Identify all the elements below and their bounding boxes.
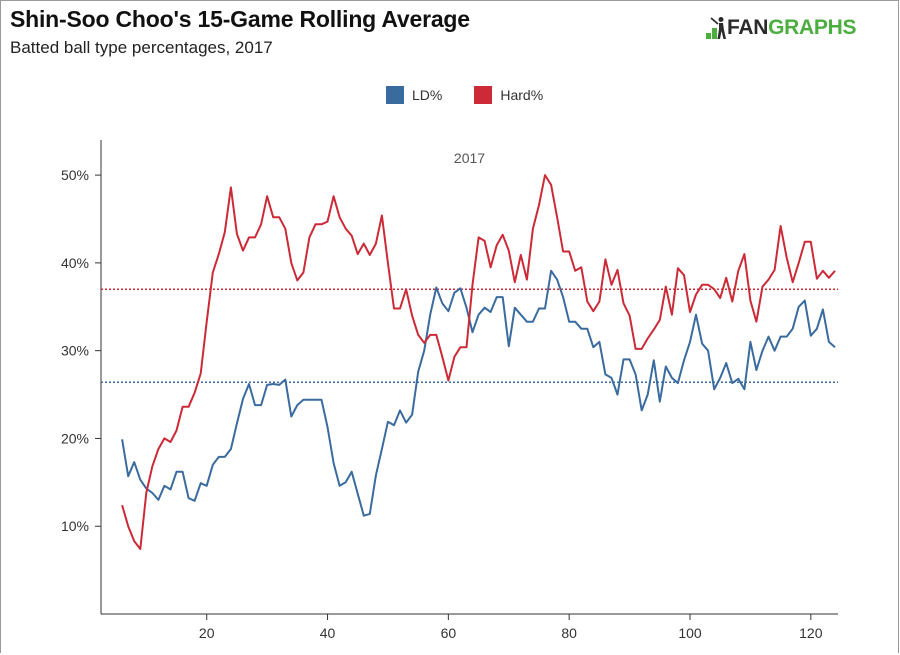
series-line-hard <box>121 174 836 550</box>
logo-text-graphs: GRAPHS <box>768 16 857 39</box>
x-tick-label: 80 <box>561 625 577 641</box>
x-tick-label: 60 <box>441 625 457 641</box>
legend-swatch-hard <box>474 86 493 104</box>
y-tick-label: 10% <box>61 518 89 534</box>
legend-item-ld: LD% <box>386 86 442 104</box>
x-tick-label: 100 <box>678 625 702 641</box>
chart-series <box>121 174 836 550</box>
x-tick-label: 40 <box>320 625 336 641</box>
chart-legend: LD% Hard% <box>386 86 575 104</box>
fangraphs-logo: FAN GRAPHS <box>705 14 856 42</box>
chart-axes: 10% 20% 30% 40% 50% 20 40 60 80 100 120 2017 <box>61 140 838 641</box>
y-tick-label: 20% <box>61 430 89 446</box>
series-line-ld <box>121 269 836 517</box>
reference-lines <box>101 288 838 384</box>
facet-label: 2017 <box>454 150 485 166</box>
x-tick-label: 120 <box>799 625 823 641</box>
legend-label-ld: LD% <box>412 87 443 103</box>
y-tick-label: 40% <box>61 255 89 271</box>
legend-label-hard: Hard% <box>500 87 544 103</box>
y-tick-label: 50% <box>61 167 89 183</box>
legend-swatch-ld <box>386 86 404 104</box>
legend-item-hard: Hard% <box>474 86 543 104</box>
x-tick-label: 20 <box>199 625 215 641</box>
chart-title: Shin-Soo Choo's 15-Game Rolling Average <box>10 6 470 32</box>
y-tick-label: 30% <box>61 343 89 359</box>
logo-text-fan: FAN <box>727 16 769 39</box>
batter-icon <box>706 17 726 39</box>
chart-subtitle: Batted ball type percentages, 2017 <box>10 38 273 57</box>
